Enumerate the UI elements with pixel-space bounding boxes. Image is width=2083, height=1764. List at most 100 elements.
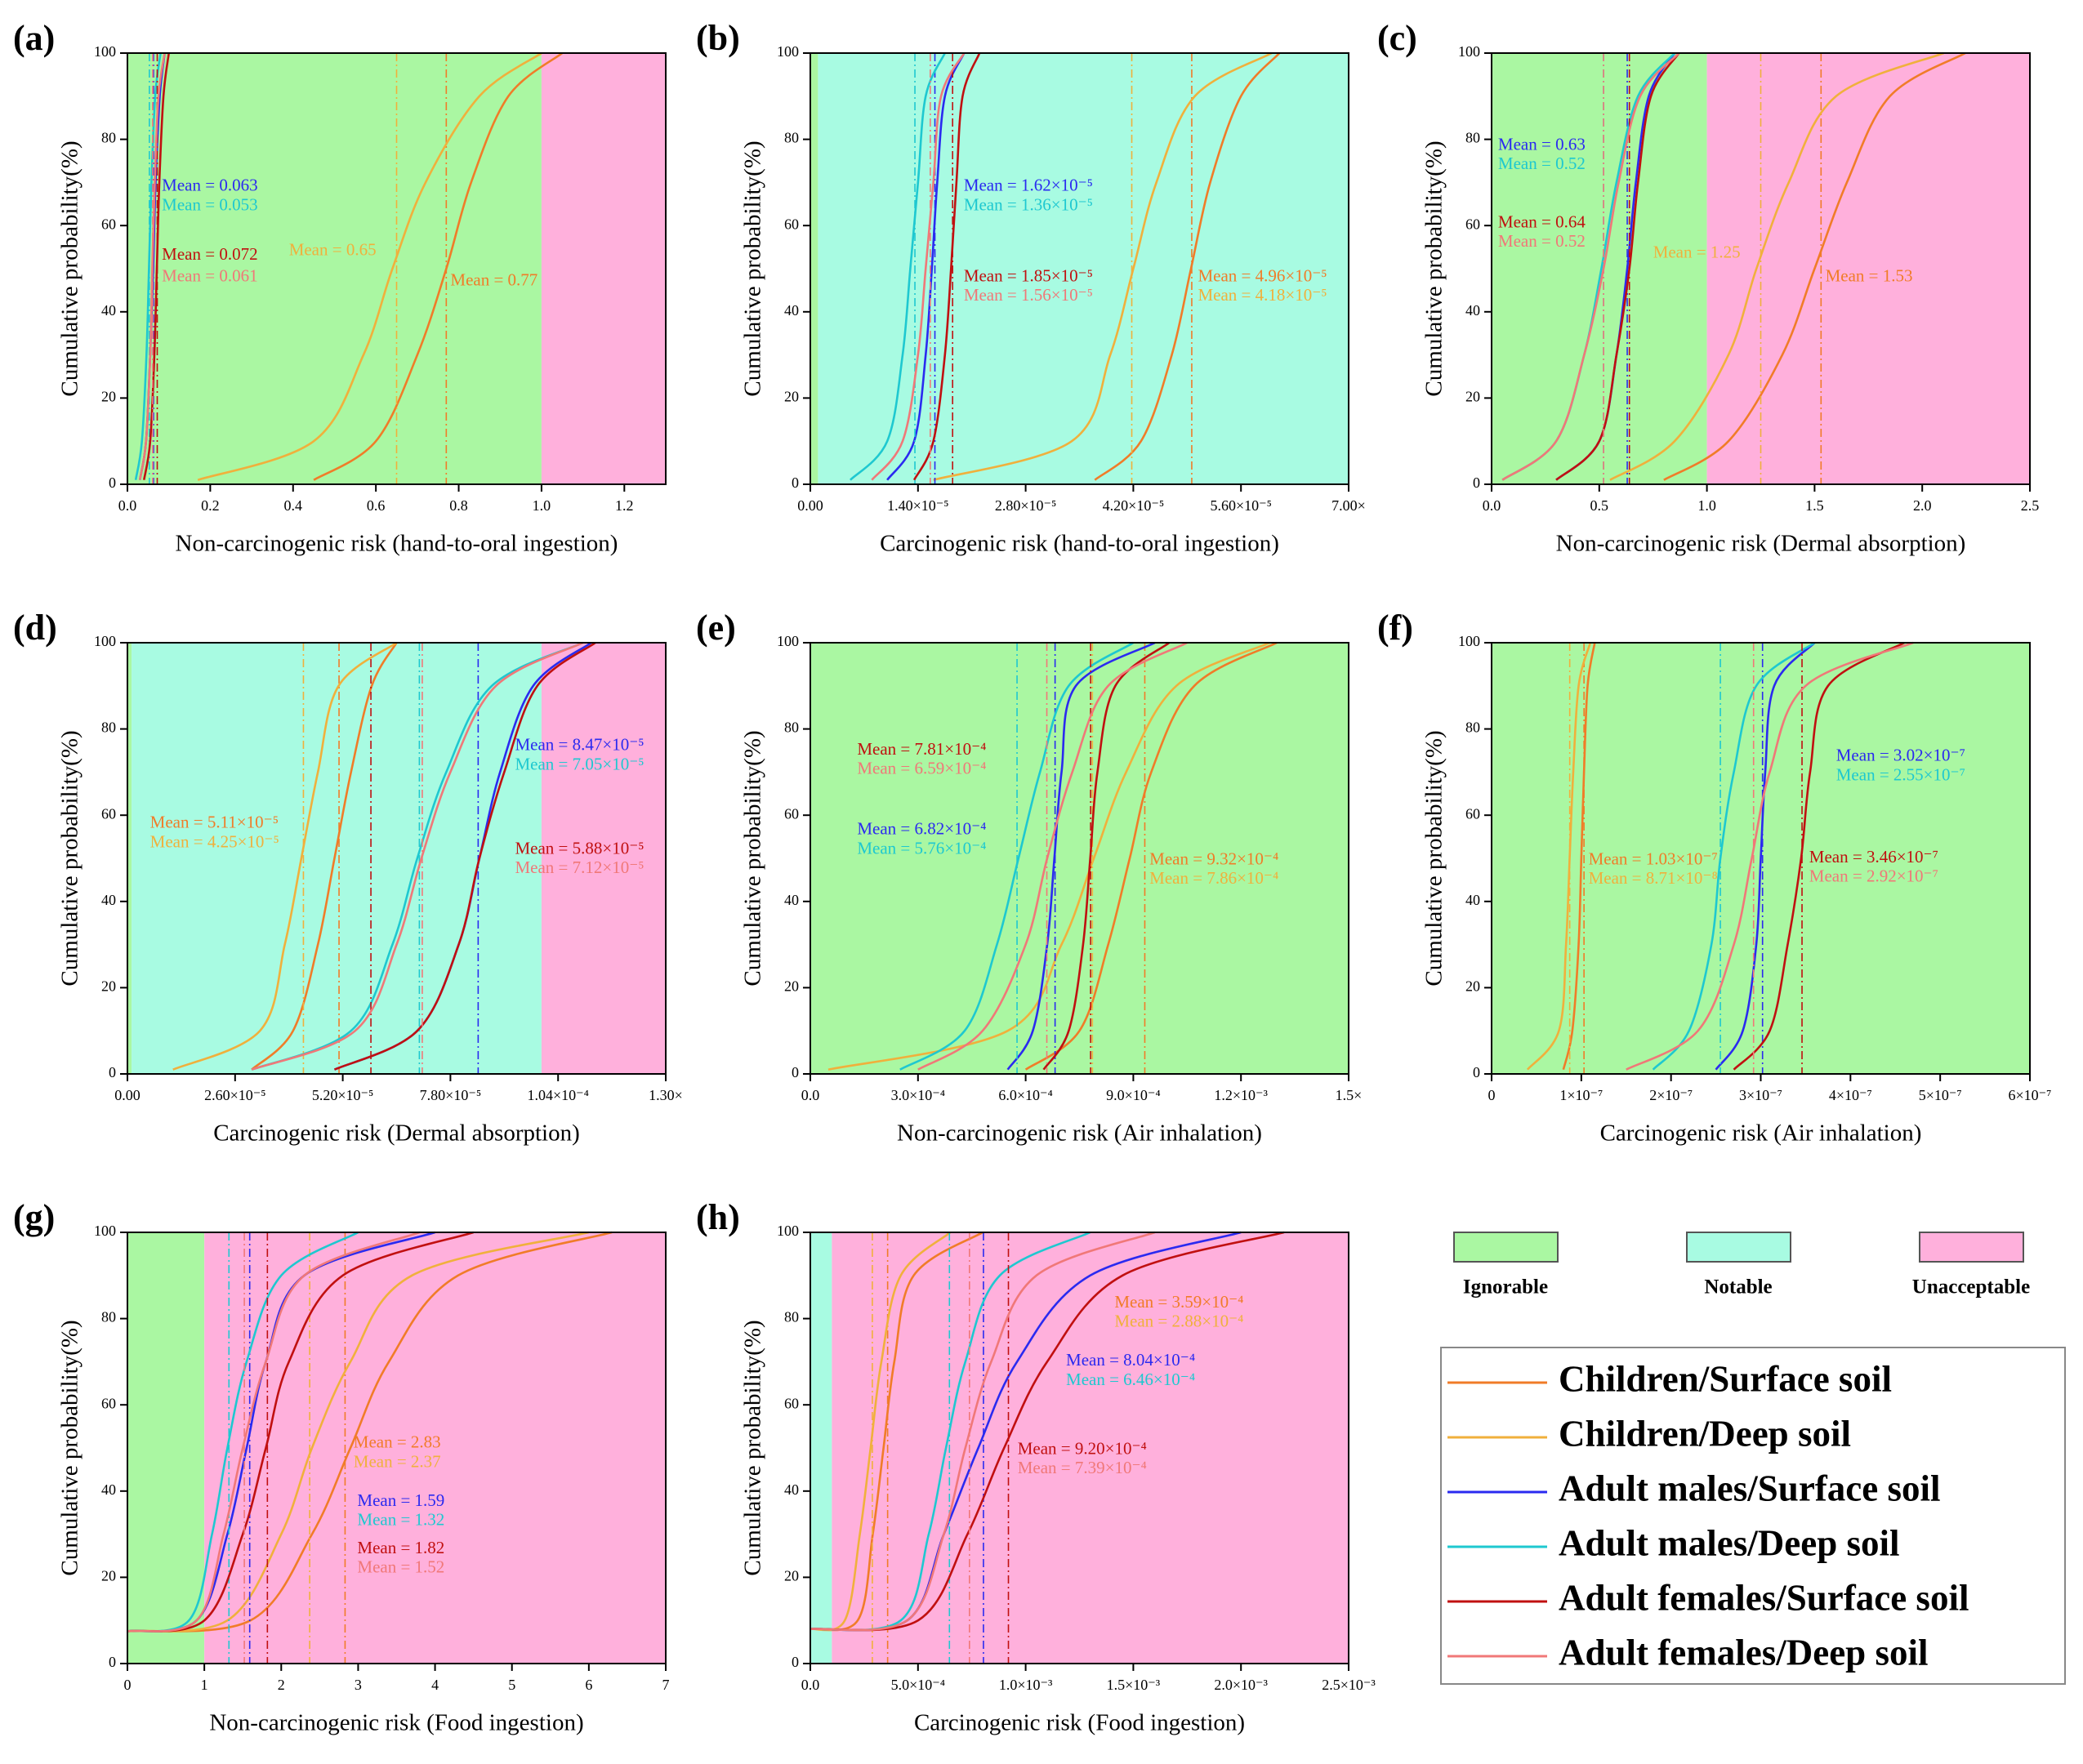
x-tick-label: 5.0×10⁻⁴ <box>891 1677 945 1693</box>
mean-label: Mean = 0.063 <box>162 175 257 194</box>
y-tick-label: 0 <box>792 1064 799 1080</box>
cdf-curve <box>810 1231 984 1632</box>
x-tick-label: 1.40×10⁻⁵ <box>887 497 948 514</box>
plot-frame <box>1491 52 2031 485</box>
mean-label: Mean = 2.55×10⁻⁷ <box>1836 764 1965 784</box>
risk-region <box>127 643 132 1074</box>
plot-frame <box>810 1232 1349 1664</box>
y-tick-label: 40 <box>1465 892 1480 908</box>
mean-label: Mean = 2.88×10⁻⁴ <box>1114 1312 1243 1331</box>
x-tick-label: 4×10⁻⁷ <box>1829 1087 1872 1103</box>
x-tick-label: 1.2×10⁻³ <box>1214 1087 1268 1103</box>
mean-label: Mean = 8.47×10⁻⁵ <box>515 735 644 755</box>
x-tick-label: 1.04×10⁻⁴ <box>527 1087 588 1103</box>
cdf-curve <box>899 641 1135 1071</box>
x-tick-label: 7 <box>662 1677 670 1693</box>
mean-label: Mean = 1.03×10⁻⁷ <box>1589 849 1718 868</box>
cdf-curve <box>127 1231 359 1633</box>
mean-label: Mean = 1.56×10⁻⁵ <box>964 285 1093 305</box>
mean-label: Mean = 2.37 <box>354 1451 441 1471</box>
zone-label: Ignorable <box>1463 1276 1548 1298</box>
cdf-curve <box>251 641 584 1071</box>
y-tick-label: 0 <box>109 474 116 491</box>
mean-label: Mean = 9.20×10⁻⁴ <box>1018 1438 1147 1458</box>
x-tick-label: 0.2 <box>201 497 220 514</box>
mean-label: Mean = 0.63 <box>1498 134 1586 154</box>
y-tick-label: 20 <box>1465 978 1480 995</box>
x-tick-label: 2.80×10⁻⁵ <box>995 497 1056 514</box>
mean-label: Mean = 5.76×10⁻⁴ <box>857 838 986 858</box>
panel-label: (d) <box>13 608 57 648</box>
zone-label: Notable <box>1704 1276 1772 1298</box>
plot-frame <box>127 642 667 1075</box>
y-tick-label: 100 <box>777 1223 799 1239</box>
y-tick-label: 100 <box>94 43 116 60</box>
x-tick-label: 1.2 <box>615 497 634 514</box>
plot-frame <box>127 52 667 485</box>
x-axis-label: Carcinogenic risk (Air inhalation) <box>1600 1120 1922 1147</box>
zone-label: Unacceptable <box>1912 1276 2030 1298</box>
mean-label: Mean = 3.02×10⁻⁷ <box>1836 746 1965 765</box>
zone-swatch <box>1453 1232 1559 1263</box>
x-tick-label: 1.30× <box>649 1087 683 1103</box>
y-tick-label: 60 <box>101 805 116 822</box>
y-tick-label: 100 <box>1458 43 1480 60</box>
panel-label: (c) <box>1377 18 1417 58</box>
panel-label: (f) <box>1377 608 1413 648</box>
y-tick-label: 80 <box>784 1309 799 1325</box>
x-axis-label: Non-carcinogenic risk (Food ingestion) <box>209 1710 583 1736</box>
y-tick-label: 40 <box>784 1481 799 1498</box>
mean-label: Mean = 7.86×10⁻⁴ <box>1149 868 1278 888</box>
x-tick-label: 1.0 <box>1697 497 1716 514</box>
mean-label: Mean = 0.65 <box>289 240 377 260</box>
legend-label: Adult males/Deep soil <box>1559 1522 1900 1563</box>
x-tick-label: 1.0 <box>533 497 551 514</box>
y-tick-label: 60 <box>784 1395 799 1411</box>
y-tick-label: 40 <box>101 1481 116 1498</box>
y-axis-label: Cumulative probability(%) <box>1421 730 1447 986</box>
x-axis-label: Non-carcinogenic risk (Dermal absorption… <box>1556 531 1966 557</box>
legend-label: Children/Surface soil <box>1559 1358 1892 1399</box>
mean-label: Mean = 7.81×10⁻⁴ <box>857 739 986 759</box>
mean-label: Mean = 1.85×10⁻⁵ <box>964 265 1093 285</box>
cdf-curve <box>1663 51 1966 481</box>
x-axis-label: Non-carcinogenic risk (Air inhalation) <box>897 1120 1262 1147</box>
y-tick-label: 40 <box>1465 302 1480 318</box>
risk-region <box>541 643 666 1074</box>
cdf-curve <box>333 641 596 1071</box>
x-tick-label: 5.60×10⁻⁵ <box>1210 497 1271 514</box>
y-tick-label: 0 <box>109 1064 116 1080</box>
y-tick-label: 80 <box>1465 130 1480 146</box>
x-tick-label: 6.0×10⁻⁴ <box>998 1087 1052 1103</box>
risk-region <box>810 643 1349 1074</box>
x-tick-label: 0.4 <box>284 497 303 514</box>
cdf-curve <box>251 642 398 1071</box>
risk-region <box>1492 53 1707 484</box>
mean-label: Mean = 1.62×10⁻⁵ <box>964 175 1093 194</box>
cdf-curve <box>1006 641 1156 1071</box>
y-tick-label: 80 <box>101 130 116 146</box>
cdf-curve <box>1562 642 1596 1071</box>
panel-label: (g) <box>13 1197 55 1237</box>
y-tick-label: 60 <box>101 216 116 232</box>
mean-label: Mean = 6.59×10⁻⁴ <box>857 759 986 778</box>
y-tick-label: 80 <box>101 1309 116 1325</box>
y-tick-label: 0 <box>1473 1064 1480 1080</box>
x-tick-label: 2.0 <box>1913 497 1932 514</box>
mean-label: Mean = 8.04×10⁻⁴ <box>1066 1350 1195 1370</box>
mean-label: Mean = 1.52 <box>357 1557 444 1577</box>
cdf-curve <box>933 51 1273 481</box>
cdf-curve <box>810 1231 952 1632</box>
y-tick-label: 0 <box>109 1654 116 1670</box>
plot-frame <box>810 52 1349 485</box>
x-tick-label: 2.60×10⁻⁵ <box>204 1087 265 1103</box>
y-tick-label: 100 <box>777 43 799 60</box>
y-tick-label: 100 <box>94 1223 116 1239</box>
cdf-curve <box>871 52 966 481</box>
mean-label: Mean = 4.25×10⁻⁵ <box>150 831 279 851</box>
mean-label: Mean = 4.96×10⁻⁵ <box>1198 265 1327 285</box>
mean-label: Mean = 0.52 <box>1498 231 1586 251</box>
mean-label: Mean = 1.82 <box>357 1538 444 1557</box>
x-tick-label: 0.0 <box>118 497 137 514</box>
mean-label: Mean = 1.59 <box>357 1490 444 1510</box>
